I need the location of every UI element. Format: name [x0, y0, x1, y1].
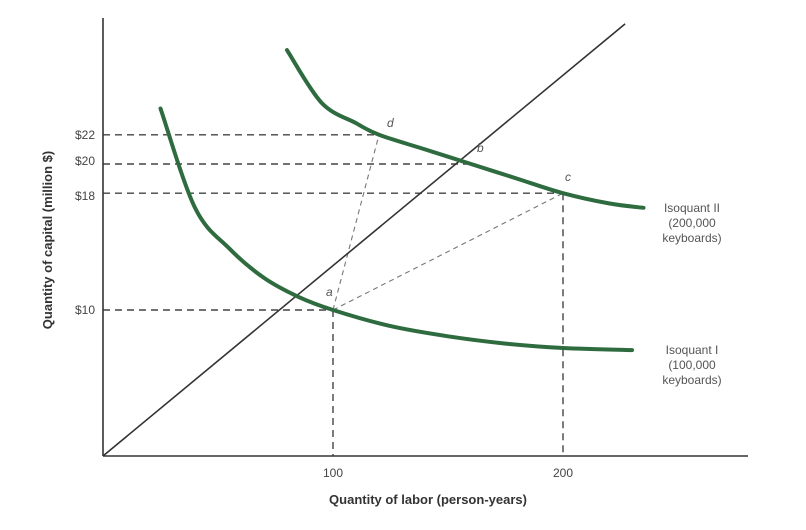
- tick-labels: $10 $18 $20 $22 100 200: [75, 128, 573, 480]
- isoquant-2-curve: [285, 48, 646, 210]
- a-to-c-guide: [332, 192, 564, 311]
- y-tick-$20: $20: [75, 154, 95, 168]
- point-label-a: a: [326, 285, 333, 299]
- isoquant-2-label-line-3: keyboards): [662, 231, 721, 245]
- ray-line: [102, 23, 626, 457]
- isoquant-1-label-line-3: keyboards): [662, 373, 721, 387]
- isoquant-1-curve: [158, 106, 634, 353]
- isoquant-1-label-line-2: (100,000: [668, 358, 716, 372]
- isoquant-curves: [158, 48, 646, 353]
- y-tick-$18: $18: [75, 189, 95, 203]
- isoquant-1-label-line-1: Isoquant I: [666, 343, 719, 357]
- x-axis-title: Quantity of labor (person-years): [329, 492, 527, 507]
- x-tick-100: 100: [323, 466, 343, 480]
- y-axis-title: Quantity of capital (million $): [40, 151, 55, 329]
- y-tick-$10: $10: [75, 303, 95, 317]
- point-label-b: b: [477, 141, 484, 155]
- point-label-c: c: [565, 170, 571, 184]
- a-to-d-guide: [332, 134, 380, 311]
- axes: [102, 18, 748, 457]
- isoquant-2-label-line-2: (200,000: [668, 216, 716, 230]
- isoquant-2-label-line-1: Isoquant II: [664, 201, 720, 215]
- expansion-ray: [102, 23, 626, 457]
- guide-lines: [103, 134, 564, 456]
- y-tick-$22: $22: [75, 128, 95, 142]
- point-labels: a b c d: [326, 116, 571, 299]
- point-label-d: d: [387, 116, 394, 130]
- x-tick-200: 200: [553, 466, 573, 480]
